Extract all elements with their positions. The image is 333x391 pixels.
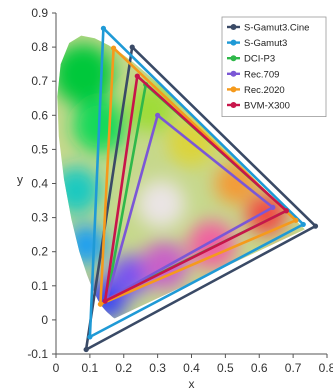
gamut-vertex <box>293 217 299 223</box>
gamut-vertex <box>97 301 103 307</box>
x-tick-label: 0.1 <box>82 361 99 375</box>
locus-color-blob <box>188 221 236 269</box>
gamut-vertex <box>312 223 319 229</box>
x-tick-label: 0.8 <box>319 361 333 375</box>
x-tick-label: 0.4 <box>183 361 200 375</box>
legend-swatch-marker <box>230 86 237 93</box>
legend-label: Rec.709 <box>244 69 279 80</box>
y-tick-label: 0 <box>41 313 48 327</box>
gamut-triangle-3 <box>105 114 275 301</box>
gamut-vertex <box>83 346 89 353</box>
x-tick-label: 0.2 <box>115 361 132 375</box>
axes: 0 0.1 0.2 0.3 0.4 0.5 0.6 0.7 0.8 -0.1 0 0.1 0.2 0.3… <box>17 6 333 391</box>
gamut-vertex <box>110 45 117 51</box>
legend-swatch-marker <box>230 24 237 30</box>
x-tick-label: 0.3 <box>149 361 166 375</box>
y-tick-label: 0.5 <box>31 142 48 156</box>
x-axis-label: x <box>189 377 195 391</box>
gamut-triangle-4 <box>99 46 298 306</box>
legend-label: Rec.2020 <box>244 85 285 96</box>
legend-box <box>221 16 327 117</box>
gamut-vertex <box>134 73 140 79</box>
x-tick-label: 0 <box>53 361 60 375</box>
legend-swatch-marker <box>230 55 237 62</box>
y-tick-label: 0.8 <box>31 40 48 54</box>
gamut-vertex <box>100 25 107 31</box>
gamut-vertex <box>270 204 276 210</box>
y-tick-label: 0.2 <box>31 245 48 259</box>
legend-label: S-Gamut3.Cine <box>244 23 309 34</box>
legend-label: DCI-P3 <box>244 54 275 65</box>
x-tick-label: 0.6 <box>251 361 268 375</box>
y-tick-label: 0.9 <box>31 6 48 20</box>
y-tick-label: 0.4 <box>31 177 48 191</box>
locus-color-blob <box>137 180 185 228</box>
gamut-vertex <box>102 298 108 304</box>
gamut-vertex <box>87 334 93 340</box>
gamut-vertex <box>283 208 289 214</box>
x-tick-label: 0.7 <box>285 361 302 375</box>
y-tick-label: -0.1 <box>27 347 48 361</box>
locus-color-blob <box>57 166 101 215</box>
y-axis-label: y <box>17 173 23 187</box>
gamut-triangle-5 <box>103 74 288 303</box>
legend: S-Gamut3.Cine S-Gamut3 DCI-P3 Rec.709 Rec.20… <box>221 16 327 117</box>
legend-label: S-Gamut3 <box>244 38 287 49</box>
locus-color-blob <box>140 241 189 290</box>
y-tick-label: 0.6 <box>31 108 48 122</box>
locus-color-blob <box>215 163 256 204</box>
gamut-vertex <box>300 221 306 228</box>
legend-swatch-marker <box>230 39 237 46</box>
legend-label: BVM-X300 <box>244 101 290 112</box>
gamut-triangle-1 <box>88 26 305 339</box>
y-tick-label: 0.1 <box>31 279 48 293</box>
gamut-triangle-0 <box>84 45 317 351</box>
locus-color-blob <box>57 43 114 106</box>
legend-swatch-marker <box>230 102 237 108</box>
x-tick-label: 0.5 <box>217 361 234 375</box>
gamut-vertex <box>155 112 161 118</box>
y-tick-label: 0.3 <box>31 211 48 225</box>
legend-swatch-marker <box>230 70 237 77</box>
y-tick-label: 0.7 <box>31 74 48 88</box>
gamut-vertex <box>129 44 135 50</box>
